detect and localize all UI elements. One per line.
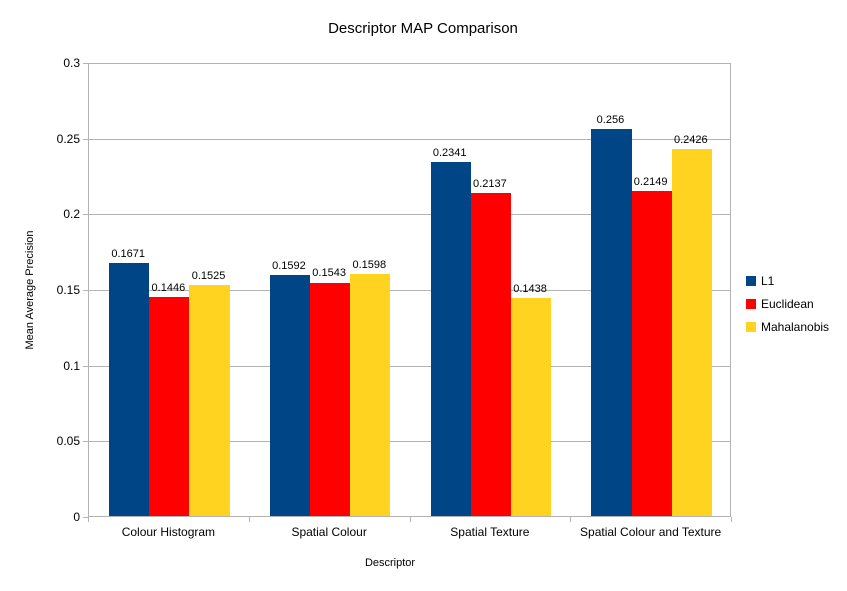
bar-value-label: 0.2149: [633, 175, 668, 188]
bar-euclidean: [149, 297, 190, 516]
legend-item: Mahalanobis: [746, 319, 829, 335]
y-axis-tick: [83, 441, 88, 443]
x-axis-tick: [248, 517, 250, 522]
gridline: [89, 290, 730, 291]
y-axis-tick: [83, 214, 88, 216]
bar-value-label: 0.256: [596, 113, 625, 126]
bar-l1: [430, 161, 471, 516]
bar-l1: [109, 263, 150, 516]
legend-swatch: [746, 322, 756, 332]
y-tick-label: 0.2: [63, 207, 80, 222]
plot-area: [88, 63, 731, 517]
bar-mahalanobis: [671, 148, 712, 516]
bar-value-label: 0.1446: [151, 282, 186, 295]
bar-l1: [591, 128, 632, 516]
gridline: [89, 138, 730, 140]
legend-label: Euclidean: [761, 297, 814, 311]
x-axis-tick: [88, 517, 89, 522]
gridline: [89, 441, 730, 443]
x-category-label: Spatial Colour and Texture: [580, 525, 722, 539]
legend-item: L1: [746, 273, 829, 289]
y-axis-tick: [83, 365, 88, 367]
y-tick-label: 0.05: [56, 434, 80, 449]
legend: L1 Euclidean Mahalanobis: [746, 273, 829, 342]
bar-value-label: 0.2341: [432, 146, 467, 159]
legend-label: Mahalanobis: [761, 320, 830, 334]
y-tick-label: 0.15: [56, 283, 80, 297]
x-axis-tick: [731, 517, 732, 522]
legend-label: L1: [761, 274, 775, 288]
bar-value-label: 0.2426: [673, 133, 708, 146]
bar-value-label: 0.1543: [312, 267, 346, 280]
bar-value-label: 0.1438: [513, 283, 547, 296]
bar-mahalanobis: [510, 298, 552, 516]
x-category-label: Spatial Texture: [450, 525, 530, 539]
gridline: [89, 365, 730, 367]
y-axis-tick: [83, 63, 88, 64]
bar-value-label: 0.1598: [352, 259, 387, 272]
y-tick-label: 0.25: [56, 131, 80, 146]
bar-value-label: 0.1592: [272, 260, 306, 273]
y-axis-tick: [83, 517, 88, 518]
y-tick-label: 0.1: [63, 358, 80, 373]
legend-swatch: [746, 299, 756, 309]
bar-value-label: 0.2137: [473, 177, 507, 190]
chart-title: Descriptor MAP Comparison: [328, 20, 518, 37]
y-axis-tick: [83, 290, 88, 291]
x-axis-tick: [570, 517, 572, 522]
x-category-label: Colour Histogram: [121, 525, 216, 539]
bar-mahalanobis: [189, 285, 230, 516]
legend-item: Euclidean: [746, 296, 829, 312]
y-axis-tick: [83, 138, 88, 140]
x-axis-title: Descriptor: [364, 557, 416, 569]
bar-value-label: 0.1671: [111, 248, 146, 261]
bar-l1: [269, 275, 311, 516]
bar-value-label: 0.1525: [191, 270, 226, 283]
y-tick-label: 0.3: [63, 56, 80, 70]
x-category-label: Spatial Colour: [291, 525, 367, 539]
bar-euclidean: [631, 190, 672, 516]
bar-euclidean: [310, 282, 351, 516]
y-tick-label: 0: [73, 510, 80, 524]
bar-euclidean: [470, 192, 511, 516]
legend-swatch: [746, 276, 756, 286]
x-axis-tick: [409, 517, 411, 522]
gridline: [89, 214, 730, 216]
bar-mahalanobis: [350, 274, 391, 516]
